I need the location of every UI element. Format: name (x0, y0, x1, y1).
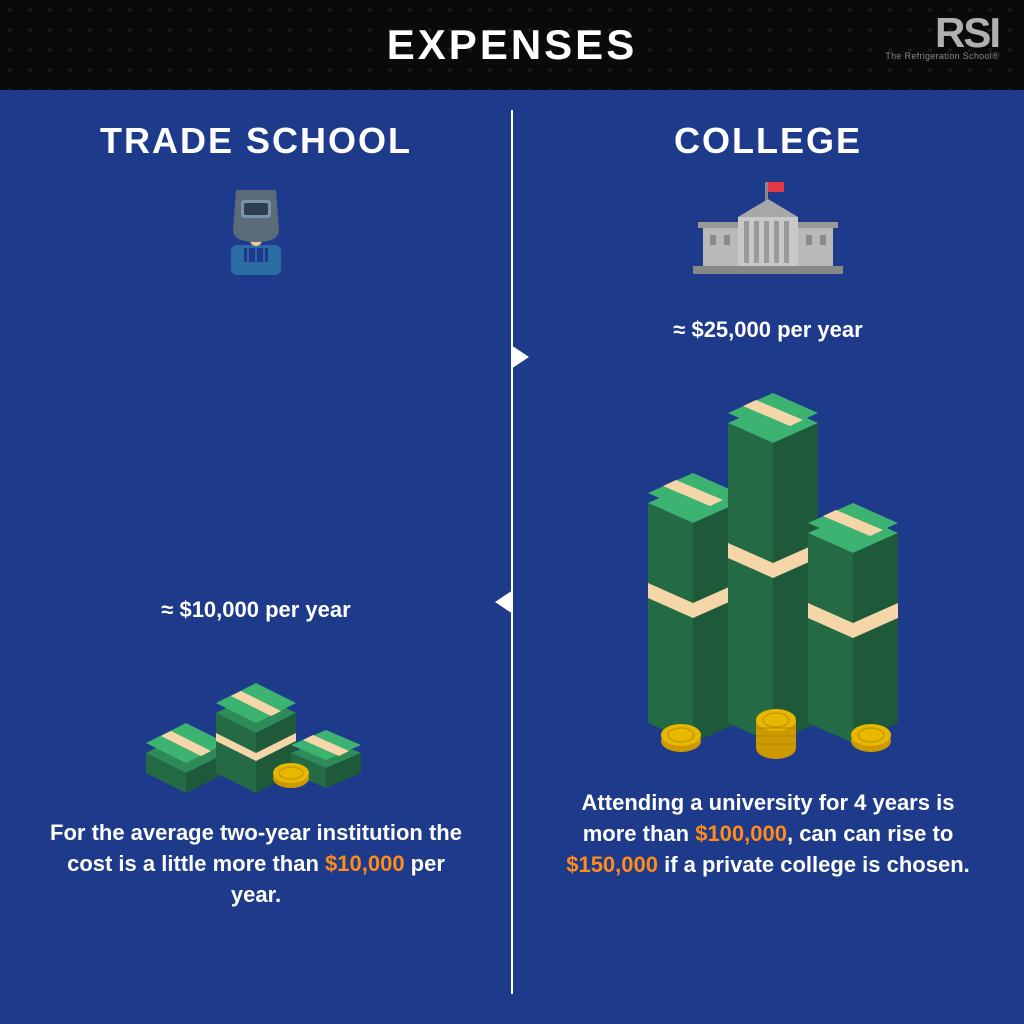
arrow-left-icon (495, 590, 513, 614)
right-column: COLLEGE (512, 90, 1024, 1024)
college-building-icon (688, 177, 848, 277)
logo-sub: The Refrigeration School® (885, 51, 999, 61)
divider (511, 110, 513, 994)
page-title: EXPENSES (387, 21, 637, 69)
college-cost-label: ≈ $25,000 per year (673, 317, 862, 343)
left-column: TRADE SCHOOL ≈ $10,000 per year (0, 90, 512, 1024)
desc-highlight: $10,000 (325, 851, 405, 876)
desc-text: if a private college is chosen. (658, 852, 970, 877)
content: TRADE SCHOOL ≈ $10,000 per year (0, 90, 1024, 1024)
trade-description: For the average two-year institution the… (40, 818, 472, 910)
money-large-icon (608, 363, 928, 763)
desc-highlight: $150,000 (566, 852, 658, 877)
arrow-right-icon (511, 345, 529, 369)
money-small-icon (126, 643, 386, 793)
desc-highlight: $100,000 (695, 821, 787, 846)
logo-main: RSI (885, 15, 999, 51)
desc-text: , can can rise to (787, 821, 953, 846)
college-title: COLLEGE (674, 120, 862, 162)
header: EXPENSES RSI The Refrigeration School® (0, 0, 1024, 90)
college-description: Attending a university for 4 years is mo… (552, 788, 984, 880)
logo: RSI The Refrigeration School® (885, 15, 999, 61)
welder-icon (211, 177, 301, 277)
trade-school-title: TRADE SCHOOL (100, 120, 412, 162)
trade-cost-label: ≈ $10,000 per year (161, 597, 350, 623)
